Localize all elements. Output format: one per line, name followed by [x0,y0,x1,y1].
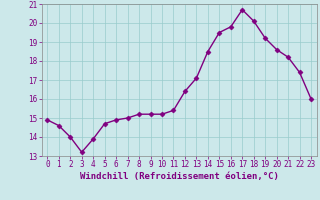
X-axis label: Windchill (Refroidissement éolien,°C): Windchill (Refroidissement éolien,°C) [80,172,279,181]
